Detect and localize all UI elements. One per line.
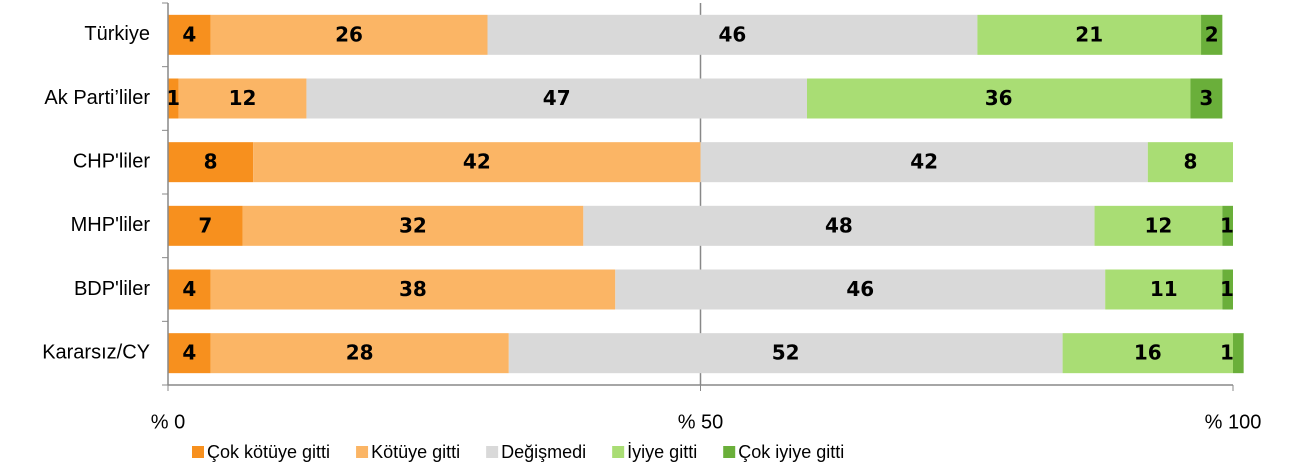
- bar-segment: [168, 205, 243, 246]
- data-label: 1: [1220, 341, 1234, 365]
- bar-segment: [1105, 269, 1223, 310]
- data-label: 4: [182, 341, 196, 365]
- data-label: 21: [1075, 22, 1103, 46]
- legend-label: Çok kötüye gitti: [207, 442, 330, 462]
- data-label: 1: [1220, 277, 1234, 301]
- bar-segment: [615, 269, 1106, 310]
- data-label: 46: [719, 22, 747, 46]
- bar-segment: [807, 78, 1191, 119]
- x-tick-label: % 0: [151, 411, 185, 433]
- data-label: 16: [1134, 341, 1162, 365]
- y-tick-label: Kararsız/CY: [42, 341, 150, 363]
- legend-swatch: [356, 446, 369, 458]
- bar-segment: [168, 142, 254, 183]
- data-label: 46: [846, 277, 874, 301]
- data-label: 48: [825, 213, 853, 237]
- bar-segment: [1190, 78, 1223, 119]
- bar-segment: [168, 333, 211, 374]
- bar-segment: [253, 142, 701, 183]
- data-label: 32: [399, 213, 427, 237]
- data-label: 28: [346, 341, 374, 365]
- bar-segment: [1201, 14, 1223, 55]
- legend-label: Çok iyiye gitti: [738, 442, 844, 462]
- bar-segment: [178, 78, 307, 119]
- bar-segment: [210, 269, 616, 310]
- data-label: 4: [182, 22, 196, 46]
- legend-label: İyiye gitti: [627, 442, 697, 462]
- legend-label: Kötüye gitti: [371, 442, 460, 462]
- bar-segment: [1147, 142, 1233, 183]
- bar-segment: [1094, 205, 1223, 246]
- legend-swatch: [723, 446, 736, 458]
- x-tick-label: % 100: [1205, 411, 1262, 433]
- data-label: 52: [772, 341, 800, 365]
- data-label: 42: [463, 150, 491, 174]
- data-label: 11: [1150, 277, 1178, 301]
- legend-label: Değişmedi: [501, 442, 586, 462]
- bar-segment: [306, 78, 807, 119]
- data-label: 4: [182, 277, 196, 301]
- data-label: 47: [543, 86, 571, 110]
- y-tick-label: Türkiye: [84, 23, 150, 45]
- y-tick-label: MHP'liler: [71, 214, 151, 236]
- bar-segment: [1222, 269, 1233, 310]
- bar-segment: [242, 205, 584, 246]
- bar-segment: [487, 14, 978, 55]
- y-tick-label: CHP'liler: [73, 150, 150, 172]
- y-tick-label: Ak Parti’liler: [44, 87, 150, 109]
- data-label: 2: [1205, 22, 1219, 46]
- data-label: 12: [229, 86, 257, 110]
- data-label: 8: [204, 150, 218, 174]
- data-label: 3: [1199, 86, 1213, 110]
- bar-segment: [700, 142, 1148, 183]
- bar-segment: [210, 333, 509, 374]
- bar-segment: [168, 269, 211, 310]
- bar-segment: [1062, 333, 1233, 374]
- data-label: 1: [1220, 213, 1234, 237]
- legend-swatch: [486, 446, 499, 458]
- bar-segment: [508, 333, 1063, 374]
- bar-segment: [168, 14, 211, 55]
- bar-segment: [977, 14, 1202, 55]
- data-label: 7: [198, 213, 212, 237]
- data-label: 36: [985, 86, 1013, 110]
- bar-segment: [168, 78, 179, 119]
- bar-segment: [1233, 333, 1244, 374]
- legend-swatch: [192, 446, 204, 458]
- data-label: 26: [335, 22, 363, 46]
- data-label: 8: [1183, 150, 1197, 174]
- data-label: 42: [910, 150, 938, 174]
- data-label: 1: [166, 86, 180, 110]
- bar-segment: [583, 205, 1095, 246]
- y-tick-label: BDP'liler: [74, 278, 150, 300]
- legend-swatch: [612, 446, 625, 458]
- data-label: 38: [399, 277, 427, 301]
- bar-segment: [210, 14, 488, 55]
- bar-segment: [1222, 205, 1233, 246]
- data-label: 12: [1145, 213, 1173, 237]
- x-tick-label: % 50: [678, 411, 724, 433]
